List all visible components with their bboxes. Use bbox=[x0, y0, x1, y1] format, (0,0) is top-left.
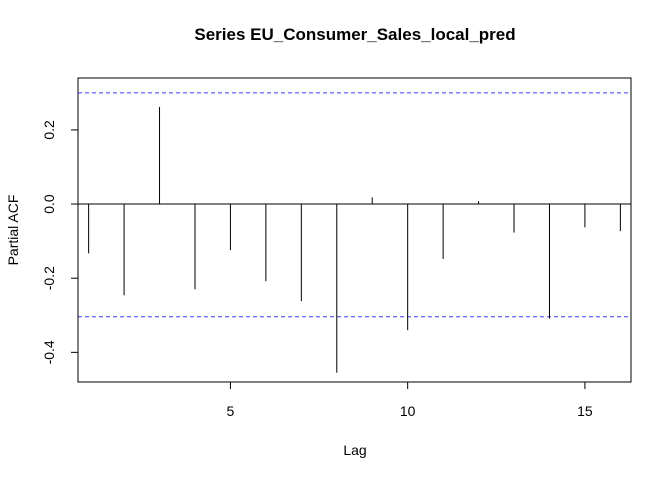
y-tick-label-3: 0.2 bbox=[41, 120, 57, 140]
x-axis: 5 10 15 bbox=[227, 381, 593, 419]
confidence-bounds bbox=[78, 92, 631, 318]
x-tick-label-5: 5 bbox=[227, 403, 235, 419]
x-axis-label: Lag bbox=[343, 442, 366, 458]
y-axis: -0.4 -0.2 0.0 0.2 bbox=[41, 120, 79, 364]
x-tick-label-10: 10 bbox=[400, 403, 416, 419]
plot-frame bbox=[77, 77, 632, 383]
x-tick-label-15: 15 bbox=[577, 403, 593, 419]
pacf-spikes bbox=[88, 106, 621, 373]
y-tick-label-2: 0.0 bbox=[41, 194, 57, 214]
chart-title: Series EU_Consumer_Sales_local_pred bbox=[194, 25, 515, 44]
y-axis-label: Partial ACF bbox=[5, 195, 21, 266]
y-tick-label-0: -0.4 bbox=[41, 340, 57, 364]
y-tick-label-1: -0.2 bbox=[41, 266, 57, 290]
